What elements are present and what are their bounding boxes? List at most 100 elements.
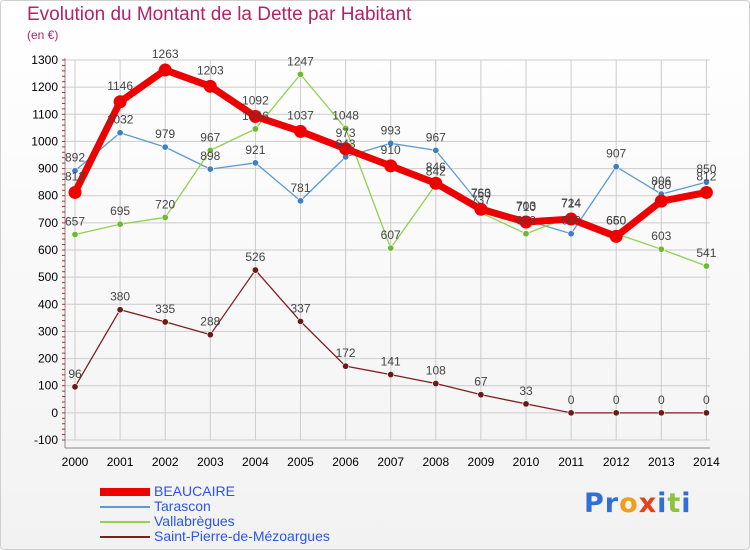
data-label: 541 bbox=[696, 246, 716, 260]
data-point bbox=[564, 212, 578, 226]
data-label: 141 bbox=[381, 355, 401, 369]
data-label: 33 bbox=[519, 384, 533, 398]
data-label: 1146 bbox=[107, 79, 133, 93]
data-point bbox=[609, 229, 623, 243]
data-label: 0 bbox=[703, 393, 710, 407]
x-tick-label: 2012 bbox=[603, 455, 630, 469]
data-label: 607 bbox=[381, 228, 401, 242]
data-point bbox=[432, 146, 440, 154]
data-point bbox=[161, 213, 169, 221]
series-lines bbox=[68, 63, 713, 417]
data-label: 96 bbox=[68, 367, 82, 381]
data-point bbox=[71, 383, 79, 391]
y-tick-label: -100 bbox=[34, 433, 58, 447]
data-point bbox=[296, 197, 304, 205]
data-label: 943 bbox=[336, 137, 356, 151]
data-point bbox=[567, 409, 575, 417]
legend-label: Tarascon bbox=[154, 498, 211, 514]
data-label: 1032 bbox=[107, 113, 134, 127]
data-label: 660 bbox=[606, 214, 626, 228]
data-point bbox=[68, 185, 82, 199]
data-label: 67 bbox=[474, 375, 488, 389]
data-point bbox=[296, 317, 304, 325]
x-tick-label: 2006 bbox=[332, 455, 359, 469]
data-point bbox=[702, 178, 710, 186]
x-tick-label: 2013 bbox=[648, 455, 675, 469]
data-label: 108 bbox=[426, 364, 446, 378]
data-label: 907 bbox=[606, 147, 626, 161]
data-label: 812 bbox=[65, 169, 85, 183]
data-label: 993 bbox=[381, 123, 401, 137]
data-point bbox=[567, 230, 575, 238]
logo-letter: t bbox=[667, 488, 682, 519]
legend-swatch bbox=[100, 536, 150, 538]
data-point bbox=[161, 318, 169, 326]
data-point bbox=[612, 409, 620, 417]
data-label: 724 bbox=[561, 196, 581, 210]
data-point bbox=[71, 167, 79, 175]
logo-letter: i bbox=[681, 488, 692, 519]
y-tick-label: 1100 bbox=[32, 107, 58, 121]
x-tick-label: 2007 bbox=[377, 455, 404, 469]
data-label: 650 bbox=[606, 213, 626, 227]
x-tick-label: 2008 bbox=[422, 455, 449, 469]
y-tick-label: 600 bbox=[38, 243, 58, 257]
chart-unit: (en €) bbox=[27, 28, 59, 42]
data-label: 1203 bbox=[197, 63, 224, 77]
y-tick-label: 100 bbox=[38, 379, 58, 393]
data-point bbox=[296, 70, 304, 78]
data-label: 763 bbox=[471, 186, 491, 200]
data-label: 1263 bbox=[152, 47, 179, 61]
data-point bbox=[522, 230, 530, 238]
data-label: 780 bbox=[651, 178, 671, 192]
y-tick-label: 400 bbox=[38, 297, 58, 311]
data-point bbox=[522, 400, 530, 408]
legend-swatch bbox=[100, 521, 150, 523]
x-tick-label: 2001 bbox=[107, 455, 134, 469]
logo-letter: P bbox=[584, 488, 605, 519]
proxiti-logo: Proxiti bbox=[584, 488, 692, 519]
y-tick-label: 800 bbox=[38, 189, 58, 203]
data-label: 657 bbox=[65, 215, 85, 229]
data-point bbox=[113, 95, 127, 109]
data-label: 603 bbox=[651, 229, 671, 243]
data-point bbox=[612, 163, 620, 171]
legend-label: BEAUCAIRE bbox=[154, 483, 235, 499]
data-label: 337 bbox=[290, 301, 310, 315]
data-point bbox=[699, 185, 713, 199]
data-label: 967 bbox=[426, 130, 446, 144]
data-point bbox=[203, 79, 217, 93]
y-tick-label: 200 bbox=[38, 352, 58, 366]
data-point bbox=[206, 165, 214, 173]
data-label: 710 bbox=[516, 200, 536, 214]
y-tick-label: 1000 bbox=[31, 134, 58, 148]
y-tick-label: 0 bbox=[51, 406, 58, 420]
data-label: 812 bbox=[696, 169, 716, 183]
axes: -100010020030040050060070080090010001100… bbox=[31, 53, 720, 469]
data-label: 0 bbox=[568, 393, 575, 407]
data-point bbox=[248, 109, 262, 123]
y-tick-label: 500 bbox=[38, 270, 58, 284]
data-label: 695 bbox=[110, 204, 130, 218]
data-label: 1046 bbox=[242, 109, 269, 123]
data-point bbox=[387, 244, 395, 252]
data-label: 921 bbox=[245, 143, 265, 157]
grid-lines bbox=[65, 59, 710, 441]
data-point bbox=[474, 202, 488, 216]
data-label: 846 bbox=[426, 160, 446, 174]
data-label: 967 bbox=[200, 130, 220, 144]
data-label: 1247 bbox=[287, 54, 314, 68]
x-tick-label: 2010 bbox=[513, 455, 540, 469]
x-tick-label: 2002 bbox=[152, 455, 179, 469]
x-tick-label: 2004 bbox=[242, 455, 269, 469]
x-tick-label: 2014 bbox=[693, 455, 720, 469]
data-label: 288 bbox=[200, 315, 220, 329]
data-point bbox=[158, 63, 172, 77]
logo-letter: r bbox=[604, 488, 620, 519]
data-label: 806 bbox=[651, 174, 671, 188]
data-label: 892 bbox=[65, 151, 85, 165]
data-label: 850 bbox=[696, 162, 716, 176]
